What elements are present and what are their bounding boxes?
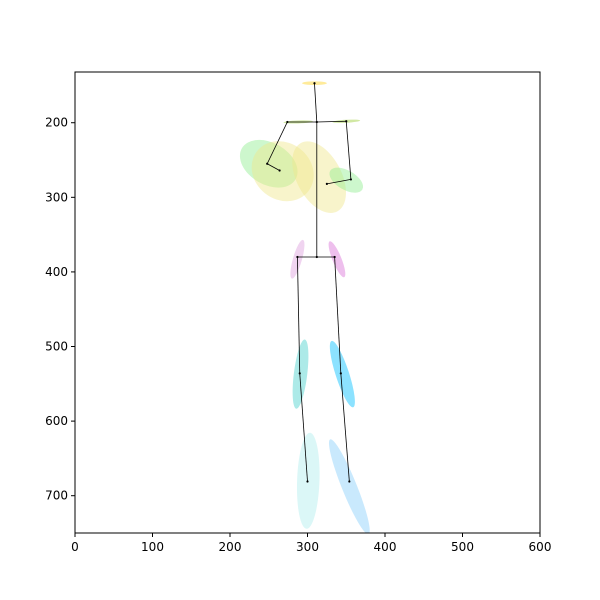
joint-right-elbow: [266, 162, 269, 165]
x-tick-label: 100: [141, 540, 164, 554]
joint-left-shoulder: [345, 120, 348, 123]
ellipse-left-shin: [328, 439, 370, 533]
joint-left-knee: [339, 372, 342, 375]
ellipse-left-hip: [328, 241, 346, 278]
ellipse-right-forearm: [251, 141, 314, 202]
joint-right-hip: [296, 255, 299, 259]
joint-right-knee: [298, 372, 301, 375]
joint-left-hip: [333, 255, 336, 259]
bone-left-knee-left-ankle: [340, 373, 350, 482]
bone-neck-left-shoulder: [316, 120, 347, 123]
bone-left-elbow-left-wrist: [326, 179, 351, 185]
x-tick-label: 200: [219, 540, 242, 554]
x-tick-label: 0: [71, 540, 79, 554]
joint-right-ankle: [306, 480, 309, 483]
x-tick-label: 500: [451, 540, 474, 554]
y-tick-label: 700: [45, 489, 68, 503]
joint-left-elbow: [349, 178, 352, 181]
ellipse-left-thigh: [329, 340, 355, 408]
bone-right-knee-right-ankle: [299, 373, 308, 482]
bone-left-hip-left-knee: [334, 256, 342, 374]
joint-pelvis: [315, 255, 318, 259]
x-tick-label: 400: [374, 540, 397, 554]
joint-right-shoulder: [286, 120, 289, 124]
y-tick-label: 500: [45, 340, 68, 354]
joint-neck: [315, 120, 318, 124]
joint-left-wrist: [325, 182, 328, 185]
y-tick-label: 200: [45, 116, 68, 130]
ellipse-torso: [292, 141, 346, 213]
plot-area: [239, 81, 370, 533]
x-tick-label: 300: [296, 540, 319, 554]
ellipse-right-upper-arm: [239, 139, 298, 188]
y-tick-label: 600: [45, 414, 68, 428]
joint-left-ankle: [348, 480, 351, 483]
x-tick-label: 600: [529, 540, 552, 554]
bone-right-shoulder-right-elbow: [266, 121, 288, 164]
bone-right-elbow-right-wrist: [267, 163, 280, 171]
bone-right-hip-right-knee: [297, 256, 301, 374]
joint-right-wrist: [278, 169, 281, 172]
joint-head: [313, 82, 316, 85]
bone-left-shoulder-left-elbow: [345, 121, 352, 180]
axes: 0 100 200 300 400 500 600 200 300 400 500 600 700: [45, 71, 552, 554]
y-tick-label: 400: [45, 265, 68, 279]
y-tick-label: 300: [45, 190, 68, 204]
bone-head-neck: [314, 83, 318, 123]
